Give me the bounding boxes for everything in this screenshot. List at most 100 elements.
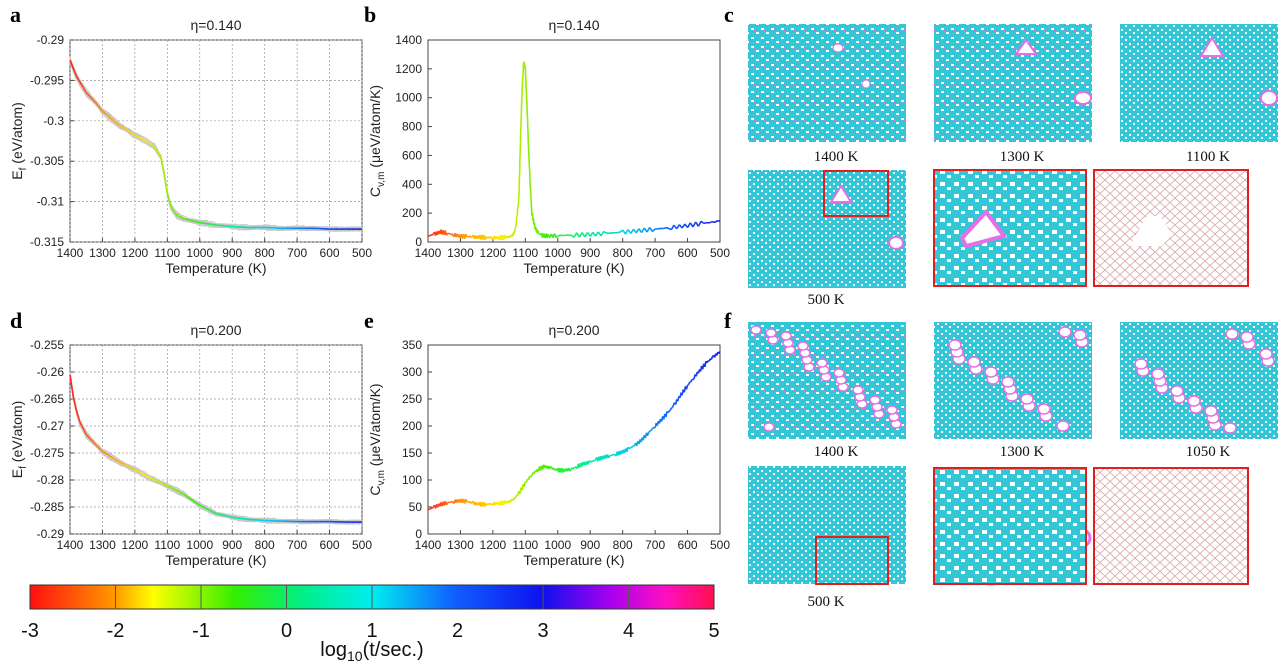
- colorbar-tick-label: 3: [537, 620, 548, 642]
- panel-letter-b: b: [364, 2, 376, 27]
- snapshot-label: 1400 K: [814, 444, 859, 460]
- series-segment: [172, 208, 175, 212]
- y-tick-label: 1200: [395, 62, 422, 76]
- series-segment: [168, 201, 172, 206]
- series-segment: [88, 437, 94, 443]
- series-segment: [155, 149, 160, 155]
- x-axis-label: Temperature (K): [523, 260, 624, 276]
- y-axis-label: Cv,m (μeV/atom/K): [367, 383, 387, 495]
- series-segment: [651, 427, 654, 430]
- chart-title: η=0.200: [549, 322, 600, 338]
- snapshot-f-1050: [1120, 322, 1278, 439]
- series-segment: [215, 512, 222, 516]
- series-segment: [611, 454, 614, 457]
- series-segment: [451, 500, 454, 503]
- y-axis-label: Cv,m (μeV/atom/K): [367, 85, 387, 197]
- series-segment: [160, 157, 163, 163]
- series-segment: [667, 410, 670, 414]
- colorbar-tick-label: 2: [452, 620, 463, 642]
- y-axis-label: Ef (eV/atom): [9, 401, 29, 478]
- panel-letter-e: e: [364, 308, 374, 333]
- snapshot-c-1100: [1120, 24, 1278, 142]
- y-tick-label: -0.295: [30, 73, 64, 87]
- series-segment: [649, 226, 654, 233]
- series-segment: [78, 421, 83, 427]
- precipitate: [1134, 358, 1148, 370]
- series-segment: [448, 232, 450, 235]
- series-segment: [178, 215, 182, 219]
- x-tick-label: 1100: [154, 538, 180, 552]
- series-segment: [121, 126, 126, 130]
- precipitate: [1223, 422, 1237, 434]
- series-segment: [136, 135, 140, 139]
- series-segment: [70, 381, 73, 390]
- y-tick-label: 200: [402, 206, 422, 220]
- series-segment: [177, 490, 184, 495]
- series-segment: [237, 517, 244, 520]
- x-tick-label: 800: [613, 538, 633, 552]
- y-tick-label: -0.31: [37, 195, 65, 209]
- series-segment: [187, 218, 191, 221]
- y-tick-label: 1000: [395, 91, 422, 105]
- x-tick-label: 700: [645, 538, 665, 552]
- series-segment: [590, 460, 594, 463]
- y-tick-label: -0.305: [30, 154, 64, 168]
- series-segment: [174, 212, 177, 215]
- precipitate: [1199, 36, 1225, 57]
- series-segment: [77, 417, 81, 422]
- x-tick-label: 1200: [122, 246, 149, 260]
- series-segment: [112, 457, 120, 463]
- series-segment: [175, 213, 178, 216]
- precipitate: [763, 422, 775, 432]
- series-segment: [189, 219, 194, 222]
- x-tick-label: 1100: [512, 246, 538, 260]
- series-segment: [632, 444, 636, 447]
- x-tick-label: 1200: [480, 246, 507, 260]
- y-axis-label: Ef (eV/atom): [9, 102, 29, 179]
- x-tick-label: 700: [287, 538, 307, 552]
- zoom-box: [815, 536, 889, 585]
- series-segment: [134, 468, 141, 474]
- series-segment: [88, 95, 94, 101]
- series-segment: [470, 235, 473, 239]
- series-segment: [451, 233, 454, 236]
- colorbar-tick-label: -1: [192, 620, 210, 642]
- x-tick-label: 700: [645, 246, 665, 260]
- series-segment: [697, 220, 702, 227]
- panel-f-images: 1400 K 1300 K 1050 K 500 K: [748, 322, 1278, 610]
- x-tick-label: 1000: [544, 246, 571, 260]
- y-tick-label: 800: [402, 120, 422, 134]
- colorbar-tick-label: -2: [107, 620, 125, 642]
- snapshot-label: 1400 K: [814, 149, 859, 165]
- series-segment: [161, 482, 168, 487]
- series-segment: [665, 226, 669, 230]
- precipitate: [765, 328, 777, 338]
- precipitate: [1260, 90, 1278, 106]
- x-tick-label: 1000: [186, 538, 213, 552]
- snapshot-c-1300: [934, 24, 1092, 142]
- chart-title: η=0.140: [549, 17, 600, 33]
- y-tick-label: -0.255: [30, 338, 64, 352]
- series-segment: [97, 446, 101, 450]
- precipitate: [948, 339, 962, 351]
- x-tick-label: 500: [352, 538, 372, 552]
- series-segment: [111, 118, 115, 122]
- x-tick-label: 700: [287, 246, 307, 260]
- series-segment: [79, 81, 84, 88]
- series-segment: [163, 173, 166, 181]
- series-segment: [588, 459, 591, 463]
- y-tick-label: -0.285: [30, 500, 64, 514]
- series-segment: [671, 404, 675, 408]
- series-segment: [670, 224, 675, 231]
- series-segment: [431, 233, 435, 236]
- precipitate: [1187, 395, 1201, 407]
- x-tick-label: 500: [710, 538, 730, 552]
- series-segment: [196, 221, 200, 224]
- series-segment: [617, 231, 621, 234]
- series-segment: [711, 220, 715, 224]
- series-segment: [129, 466, 136, 471]
- snapshot-label: 1300 K: [1000, 149, 1045, 165]
- series-segment: [466, 500, 469, 503]
- plot-area: [69, 39, 363, 243]
- series-segment: [646, 432, 650, 437]
